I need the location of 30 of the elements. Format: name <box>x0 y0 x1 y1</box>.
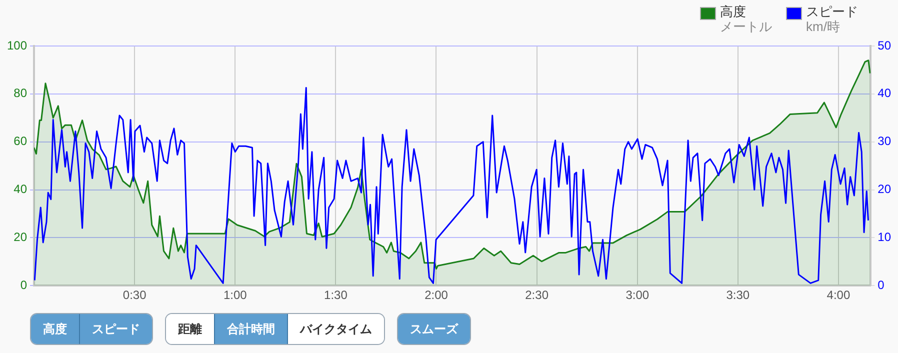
legend-label: 高度 <box>720 4 747 19</box>
text: 高度 <box>31 314 79 344</box>
text: 合計時間 <box>214 314 287 344</box>
y2-tick-label: 20 <box>878 182 892 196</box>
text: km/時 <box>806 19 841 34</box>
y-tick-label: 80 <box>14 86 28 100</box>
text: スピード <box>79 314 152 344</box>
y2-tick-label: 30 <box>878 134 892 148</box>
x-tick-label: 0:30 <box>122 288 147 302</box>
y2-tick-label: 40 <box>878 86 892 100</box>
y-tick-label: 100 <box>6 38 28 52</box>
x-tick-label: 2:00 <box>424 288 448 302</box>
text: バイクタイム <box>287 314 384 344</box>
y2-tick-label: 10 <box>878 230 892 244</box>
y2-tick-label: 50 <box>878 38 892 52</box>
text: メートル <box>720 19 772 34</box>
text: 距離 <box>166 314 214 344</box>
x-tick-label: 4:00 <box>826 288 850 302</box>
x-tick-label: 3:30 <box>726 288 750 302</box>
y-tick-label: 0 <box>20 278 28 292</box>
text: スムーズ <box>398 314 470 344</box>
y-tick-label: 20 <box>14 230 28 244</box>
x-tick-label: 1:30 <box>324 288 348 302</box>
x-tick-label: 1:00 <box>223 288 248 302</box>
legend-label: スピード <box>806 4 858 19</box>
y2-tick-label: 0 <box>878 278 885 292</box>
y-tick-label: 40 <box>14 182 28 196</box>
y-tick-label: 60 <box>14 134 28 148</box>
x-tick-label: 2:30 <box>525 288 549 302</box>
x-tick-label: 3:00 <box>626 288 650 302</box>
